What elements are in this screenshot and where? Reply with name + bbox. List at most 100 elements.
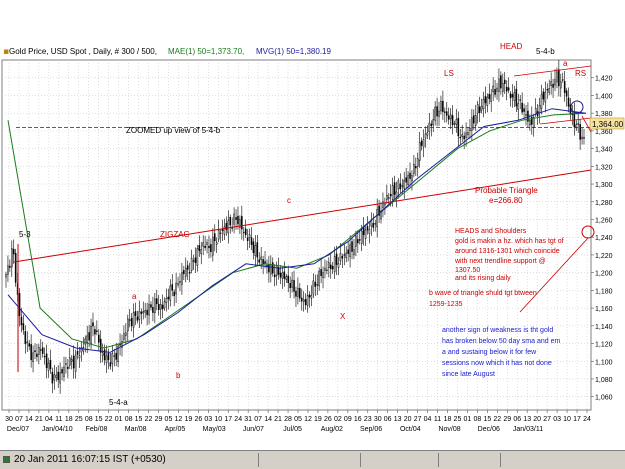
x-tick-label: 10: [563, 416, 571, 423]
y-tick-label: 1,060: [595, 395, 613, 402]
candle-body: [57, 371, 59, 381]
ann-probable-triangle: Probable Triangle: [475, 186, 538, 195]
target-pointer-line: [519, 237, 589, 313]
y-tick-label: 1,140: [595, 324, 613, 331]
candle-body: [447, 115, 450, 120]
candle-body: [7, 265, 9, 275]
triangle-upper-trendline: [13, 169, 592, 263]
candle-body: [409, 172, 411, 179]
candle-body: [128, 319, 131, 321]
candle-body: [496, 87, 498, 92]
candle-body: [231, 227, 233, 229]
candle-body: [5, 274, 7, 278]
candle-body: [125, 332, 127, 336]
candle-body: [76, 351, 79, 355]
candle-body: [411, 175, 413, 182]
candle-body: [55, 374, 58, 379]
candle-body: [34, 350, 36, 353]
x-tick-label: 26: [194, 416, 202, 423]
candle-body: [103, 349, 106, 361]
candle-body: [558, 69, 560, 87]
candle-body: [397, 180, 400, 190]
candle-body: [422, 139, 425, 148]
candle-body: [453, 123, 456, 125]
candle-body: [111, 352, 114, 364]
candle-body: [121, 341, 123, 348]
candle-body: [345, 252, 348, 258]
weakness-note-line: sessions now which it has not done: [442, 360, 552, 367]
candle-body: [115, 352, 117, 360]
x-tick-label: 24: [234, 416, 242, 423]
hs-note-line: gold is makin a hz. which has tgt of: [455, 238, 564, 245]
candle-body: [268, 264, 270, 273]
candle-body: [246, 237, 249, 242]
x-tick-label: 05: [165, 416, 173, 423]
candle-body: [314, 281, 317, 287]
x-tick-label: 22: [145, 416, 153, 423]
candle-body: [500, 75, 502, 89]
target-circle: [581, 225, 595, 239]
y-tick-label: 1,200: [595, 271, 613, 278]
candle-body: [11, 248, 13, 268]
candle-body: [432, 119, 434, 126]
candle-body: [194, 257, 197, 263]
x-tick-label: 14: [25, 416, 33, 423]
header-mvg: MVG(1) 50=1,380.19: [256, 47, 331, 56]
candle-body: [532, 117, 535, 128]
x-month-label: Feb/08: [86, 426, 108, 433]
candle-body: [142, 311, 145, 314]
x-tick-label: 03: [553, 416, 561, 423]
candle-body: [503, 79, 506, 84]
ann-head: HEAD: [500, 42, 522, 51]
candle-body: [14, 253, 17, 283]
x-tick-label: 21: [35, 416, 43, 423]
candle-body: [229, 216, 232, 226]
candle-body: [312, 280, 315, 295]
candle-body: [329, 264, 332, 269]
candle-body: [302, 299, 305, 302]
candle-body: [183, 270, 185, 275]
x-tick-label: 26: [324, 416, 332, 423]
candle-body: [171, 284, 174, 291]
x-axis: 30 07 14 21 04 11 18 25 08 15 22 01 08 15 22 29 05 12 19 26…: [5, 410, 591, 433]
x-month-label: Jan/03/11: [513, 426, 543, 433]
x-tick-label: 25: [454, 416, 462, 423]
triangle-note-line: 1259-1235: [429, 301, 463, 308]
candle-body: [293, 280, 295, 292]
candle-body: [192, 260, 195, 262]
x-tick-label: 09: [344, 416, 352, 423]
candle-body: [343, 254, 346, 256]
candle-body: [223, 226, 226, 235]
x-tick-label: 02: [334, 416, 342, 423]
candle-body: [544, 91, 547, 103]
candle-body: [134, 311, 137, 316]
weakness-note-line: since late August: [442, 371, 495, 378]
triangle-note-line: b wave of triangle shuld tgt btween: [429, 290, 537, 297]
gold-icon: ▪: [3, 47, 9, 57]
x-tick-label: 05: [294, 416, 302, 423]
candle-body: [117, 345, 119, 363]
candle-body: [561, 79, 564, 81]
candle-body: [505, 86, 508, 92]
candle-body: [364, 229, 367, 239]
candle-body: [47, 362, 50, 371]
candle-body: [41, 347, 44, 354]
ann-5-3: 5-3: [19, 230, 31, 239]
x-tick-label: 04: [45, 416, 53, 423]
connection-icon: [3, 456, 10, 463]
ann-ls: LS: [444, 69, 454, 78]
candle-body: [99, 338, 102, 353]
candle-body: [407, 175, 409, 186]
x-tick-label: 22: [493, 416, 501, 423]
candle-body: [184, 267, 187, 277]
x-month-label: Dec/06: [478, 426, 500, 433]
candle-body: [438, 110, 440, 117]
candle-body: [492, 85, 494, 93]
candle-body: [486, 96, 489, 107]
candle-body: [65, 363, 67, 365]
y-axis: 1,060 1,080 1,100 1,120 1,140 1,160 1,180 1,200…: [591, 76, 613, 402]
chart-background: [0, 0, 625, 450]
candle-body: [316, 284, 319, 286]
candle-body: [416, 158, 419, 167]
